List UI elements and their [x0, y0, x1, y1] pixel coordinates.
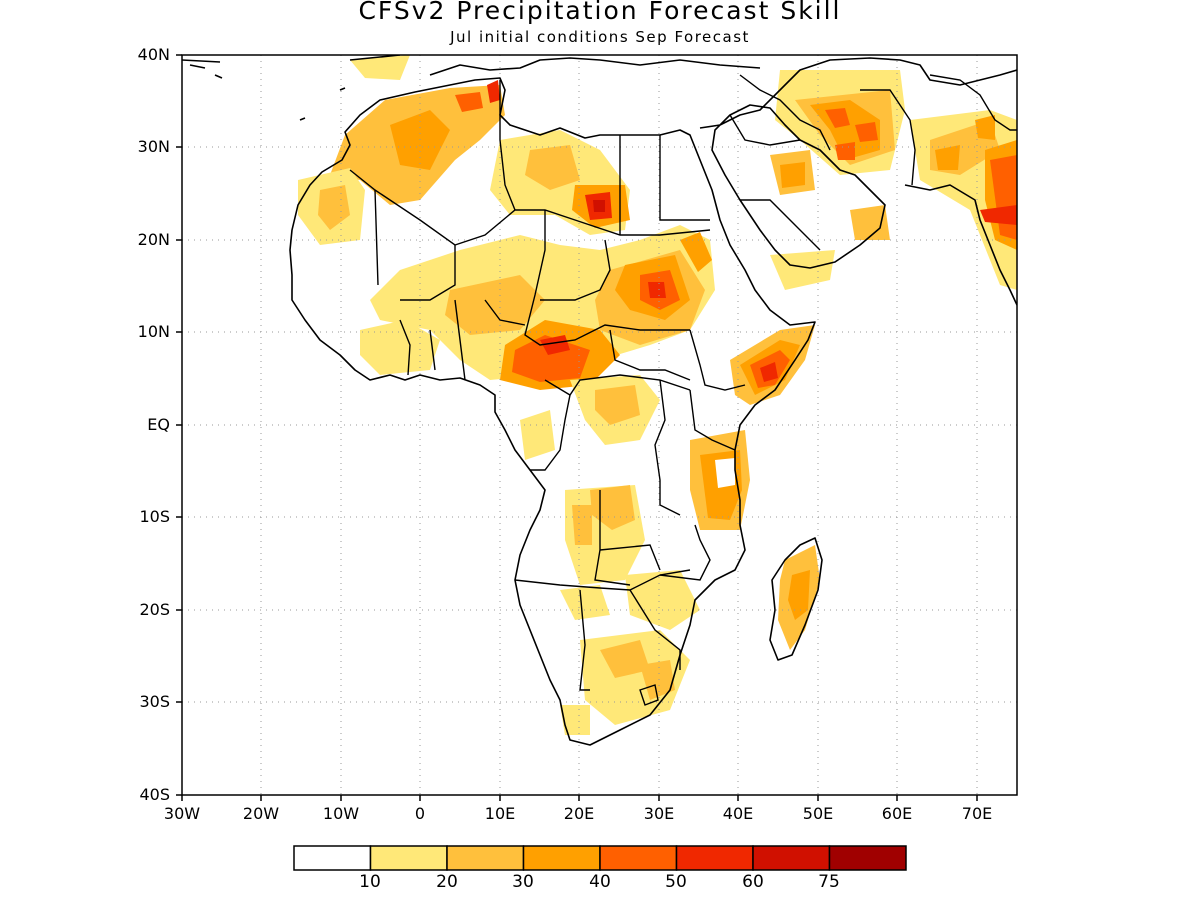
lon-tick-label: 20E: [563, 804, 595, 823]
europe-coastline: [182, 55, 761, 76]
skill-region-zambia: [625, 570, 700, 630]
colorbar-label: 75: [818, 872, 840, 892]
colorbar-label: 60: [742, 872, 764, 892]
skill-region-ethiopia: [770, 250, 835, 290]
colorbar-swatch: [446, 845, 525, 871]
lon-tick-label: 0: [414, 804, 426, 823]
lon-tick-label: 10W: [322, 804, 360, 823]
lat-tick-label: 30N: [137, 137, 170, 156]
lon-tick-label: 30E: [643, 804, 675, 823]
colorbar: [293, 845, 907, 871]
colorbar-swatch: [675, 845, 754, 871]
colorbar-label: 20: [436, 872, 458, 892]
skill-region-east-coast: [715, 458, 735, 488]
skill-region-sahel: [680, 232, 712, 272]
madagascar-coastline: [769, 537, 823, 661]
lat-tick-label: 10N: [137, 322, 170, 341]
lon-tick-label: 40E: [722, 804, 754, 823]
skill-shading: [298, 55, 1017, 735]
skill-region-madagascar: [788, 570, 810, 620]
lat-tick-label: 20N: [137, 230, 170, 249]
skill-region-libya: [593, 200, 605, 212]
arabia-coastline: [699, 57, 1017, 269]
skill-region-sahel: [445, 275, 545, 335]
country-borders: [349, 74, 1017, 706]
skill-region-angola: [590, 485, 635, 530]
lat-tick-label: 10S: [139, 507, 170, 526]
skill-region-arabia: [835, 142, 855, 160]
lon-tick-label: 30W: [163, 804, 201, 823]
skill-region-arabia: [825, 108, 850, 128]
colorbar-swatch: [293, 845, 372, 871]
lat-tick-label: 20S: [139, 600, 170, 619]
skill-region-sahel: [512, 335, 590, 382]
skill-region-arabia-south: [850, 205, 890, 240]
skill-region-w-sahara: [318, 185, 350, 230]
colorbar-label: 10: [359, 872, 381, 892]
skill-region-south-asia: [980, 205, 1017, 225]
lon-tick-label: 60E: [881, 804, 913, 823]
colorbar-swatch: [599, 845, 678, 871]
skill-region-canaries: [350, 55, 410, 80]
lon-tick-label: 50E: [802, 804, 834, 823]
skill-region-cape: [560, 705, 590, 735]
skill-region-south-africa: [640, 660, 675, 700]
colorbar-swatch: [752, 845, 831, 871]
africa-coastline: [289, 77, 816, 746]
colorbar-swatch: [522, 845, 601, 871]
lat-tick-label: EQ: [147, 415, 170, 434]
skill-region-namibia: [560, 585, 610, 620]
skill-region-nw-africa: [455, 92, 483, 112]
skill-region-arabia: [855, 122, 878, 142]
map-subtitle: Jul initial conditions Sep Forecast: [450, 28, 750, 46]
colorbar-label: 40: [589, 872, 611, 892]
skill-region-arabia-red-sea: [780, 162, 805, 188]
skill-region-arabia: [810, 100, 880, 160]
lon-tick-label: 70E: [961, 804, 993, 823]
india-coastline: [904, 184, 1017, 306]
colorbar-label: 50: [665, 872, 687, 892]
skill-region-south-africa: [600, 640, 650, 678]
island: [189, 64, 346, 121]
lat-tick-label: 40S: [139, 785, 170, 804]
skill-region-south-asia: [975, 115, 995, 140]
map-title: CFSv2 Precipitation Forecast Skill: [358, 0, 842, 25]
axis-ticks: [176, 54, 978, 801]
skill-region-sahel: [648, 282, 666, 298]
skill-region-angola: [572, 505, 592, 545]
lat-tick-label: 40N: [137, 45, 170, 64]
lon-tick-label: 20W: [242, 804, 280, 823]
skill-region-libya: [525, 145, 580, 190]
skill-region-sahel: [540, 335, 570, 355]
skill-region-nw-africa: [487, 80, 500, 103]
lon-tick-label: 10E: [484, 804, 516, 823]
skill-region-horn: [760, 362, 778, 382]
skill-region-south-asia: [935, 145, 960, 170]
colorbar-swatch: [828, 845, 907, 871]
skill-region-w-central: [520, 410, 555, 460]
colorbar-label: 30: [512, 872, 534, 892]
skill-region-congo: [595, 385, 640, 425]
coastlines: [182, 55, 1017, 746]
lat-tick-label: 30S: [139, 692, 170, 711]
colorbar-swatch: [369, 845, 448, 871]
